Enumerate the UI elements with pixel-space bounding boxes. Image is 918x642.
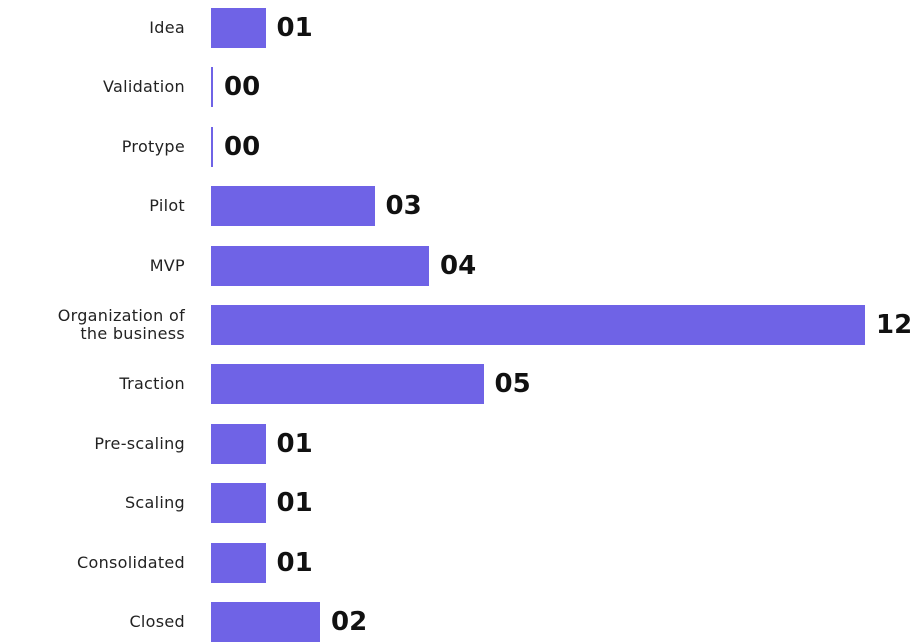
bar bbox=[211, 423, 266, 464]
bar bbox=[211, 305, 865, 345]
category-label: Validation bbox=[102, 77, 185, 97]
category-label: Traction bbox=[119, 374, 185, 394]
value-label: 01 bbox=[276, 428, 313, 459]
category-label: Idea bbox=[149, 18, 185, 37]
category-label: Closed bbox=[129, 612, 185, 631]
bar bbox=[211, 245, 429, 286]
value-label: 04 bbox=[440, 250, 477, 281]
bar bbox=[211, 364, 484, 405]
bar bbox=[211, 8, 266, 48]
category-label: Scaling bbox=[124, 493, 185, 513]
bar bbox=[211, 186, 375, 227]
bar bbox=[211, 483, 266, 524]
value-label: 01 bbox=[276, 547, 313, 578]
category-label: MVP bbox=[149, 255, 185, 275]
category-label: Protype bbox=[121, 136, 185, 156]
category-label: Consolidated bbox=[77, 552, 185, 572]
bar bbox=[211, 602, 320, 642]
bar bbox=[211, 542, 266, 583]
value-label: 00 bbox=[224, 72, 261, 103]
category-label: Pre-scaling bbox=[94, 433, 185, 453]
value-label: 00 bbox=[224, 131, 261, 162]
category-label: Organization of the business bbox=[57, 306, 185, 343]
value-label: 01 bbox=[276, 13, 313, 43]
bar bbox=[211, 126, 213, 167]
bar bbox=[211, 67, 213, 108]
value-label: 01 bbox=[276, 488, 313, 519]
value-label: 03 bbox=[385, 191, 422, 222]
value-label: 12 bbox=[876, 310, 913, 340]
category-label: Pilot bbox=[149, 196, 185, 216]
value-label: 05 bbox=[494, 369, 531, 400]
value-label: 02 bbox=[331, 607, 368, 637]
